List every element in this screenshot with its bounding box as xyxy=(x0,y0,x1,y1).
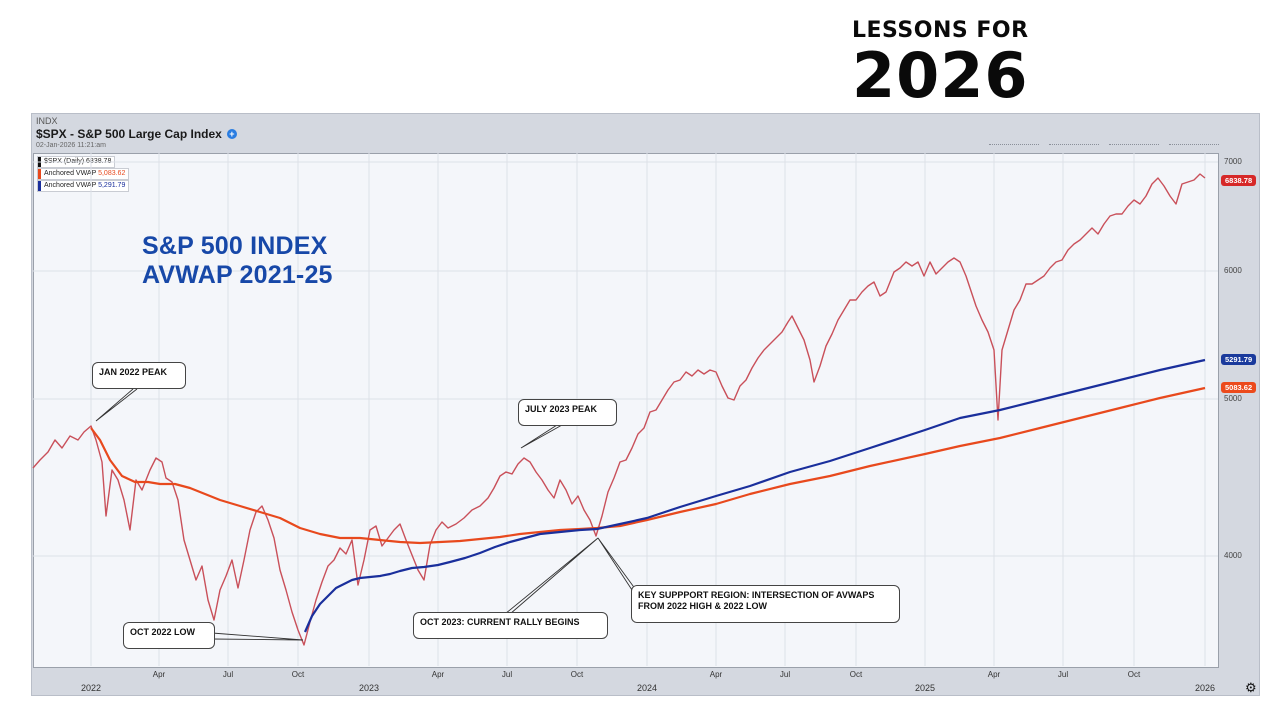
legend-dash xyxy=(1049,144,1099,147)
x-tick-oct-2022: Oct xyxy=(291,670,305,679)
callout-july-2023-peak: JULY 2023 PEAK xyxy=(518,399,617,426)
x-tick-jul-2024: Jul xyxy=(779,670,791,679)
x-year-2022: 2022 xyxy=(80,683,102,693)
x-year-2023: 2023 xyxy=(358,683,380,693)
y-tick-6000: 6000 xyxy=(1224,266,1242,275)
chart-overlay-title: S&P 500 INDEX AVWAP 2021-25 xyxy=(142,232,333,290)
x-year-2024: 2024 xyxy=(636,683,658,693)
x-tick-oct-2024: Oct xyxy=(849,670,863,679)
gridlines xyxy=(33,153,1218,666)
plus-circle-icon[interactable]: + xyxy=(226,129,237,139)
exchange-label: INDX xyxy=(36,116,58,126)
gear-icon[interactable]: ⚙ xyxy=(1245,680,1257,695)
chart-panel: INDX $SPX - S&P 500 Large Cap Index + 02-… xyxy=(31,113,1260,696)
avwap-high-price-tag: 5083.62 xyxy=(1221,382,1257,393)
legend-avwap-low: Anchored VWAP 5,291.79 xyxy=(37,180,130,192)
x-tick-jul-2023: Jul xyxy=(501,670,513,679)
headline-line2: 2026 xyxy=(852,39,1029,112)
x-tick-jul-2025: Jul xyxy=(1057,670,1069,679)
callout-pointers xyxy=(95,388,637,641)
x-tick-jul-2022: Jul xyxy=(222,670,234,679)
callout-oct-2023-rally: OCT 2023: CURRENT RALLY BEGINS xyxy=(413,612,608,639)
legend-dash xyxy=(1109,144,1159,147)
header-indicator-legend xyxy=(989,144,1219,147)
overlay-title-line1: S&P 500 INDEX xyxy=(142,232,328,260)
spx-price-line xyxy=(32,173,1206,646)
avwap-from-2022-low-line xyxy=(303,358,1206,633)
chart-title-text: $SPX - S&P 500 Large Cap Index xyxy=(36,127,222,141)
callout-jan-2022-peak: JAN 2022 PEAK xyxy=(92,362,186,389)
chart-datestamp: 02-Jan-2026 11:21:am xyxy=(36,142,106,149)
legend-dash xyxy=(989,144,1039,147)
x-year-2026: 2026 xyxy=(1194,683,1216,693)
legend-dash xyxy=(1169,144,1219,147)
y-tick-5000: 5000 xyxy=(1224,394,1242,403)
x-tick-apr-2022: Apr xyxy=(152,670,166,679)
last-price-tag: 6838.78 xyxy=(1221,175,1257,186)
headline: LESSONS FOR 2026 xyxy=(852,18,1029,112)
y-tick-4000: 4000 xyxy=(1224,551,1242,560)
chart-title: $SPX - S&P 500 Large Cap Index + xyxy=(36,127,237,141)
y-tick-7000: 7000 xyxy=(1224,157,1242,166)
avwap-from-2022-high-line xyxy=(90,386,1206,545)
callout-key-support-region: KEY SUPPPORT REGION: INTERSECTION OF AVW… xyxy=(631,585,900,623)
x-tick-oct-2023: Oct xyxy=(570,670,584,679)
x-tick-oct-2025: Oct xyxy=(1127,670,1141,679)
legend-avwap-high: Anchored VWAP 5,083.62 xyxy=(37,168,130,180)
x-tick-apr-2024: Apr xyxy=(709,670,723,679)
x-tick-apr-2023: Apr xyxy=(431,670,445,679)
headline-line1: LESSONS FOR xyxy=(852,18,1029,43)
chart-header: INDX $SPX - S&P 500 Large Cap Index + 02-… xyxy=(32,114,1259,154)
avwap-low-price-tag: 5291.79 xyxy=(1221,354,1257,365)
x-year-2025: 2025 xyxy=(914,683,936,693)
callout-oct-2022-low: OCT 2022 LOW xyxy=(123,622,215,649)
x-tick-apr-2025: Apr xyxy=(987,670,1001,679)
overlay-title-line2: AVWAP 2021-25 xyxy=(142,261,333,289)
